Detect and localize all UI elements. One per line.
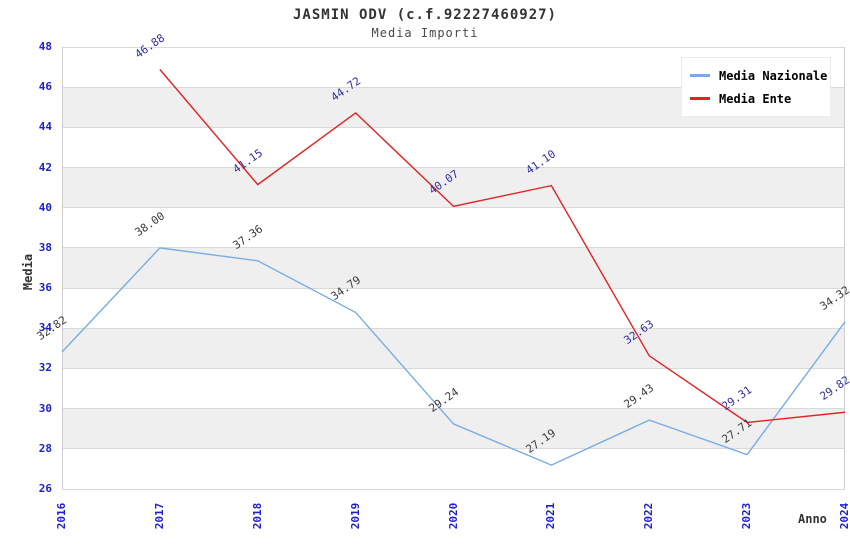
y-tick-label: 26 [38,482,52,495]
x-tick-label: 2020 [446,502,460,530]
legend-swatch-blue-line-icon [690,74,710,77]
background-band [62,127,845,168]
gridline [62,367,845,369]
y-tick-label: 36 [38,281,52,295]
gridline [62,86,845,88]
series-lines [61,69,846,466]
background-band [62,448,845,489]
chart-subtitle: Media Importi [371,26,479,40]
gridline [62,448,845,450]
y-axis-label: Media [21,253,35,291]
legend-item-media-ente: Media Ente [690,87,822,110]
plot-border [844,47,845,489]
y-tick-label: 44 [38,120,52,134]
background-band [62,207,845,248]
x-tick-label: 2018 [250,502,264,530]
y-tick-label: 48 [38,40,52,53]
legend-label: Media Ente [719,91,792,106]
gridline [62,287,845,289]
chart-title: JASMIN ODV (c.f.92227460927) [292,7,557,23]
gridline [62,408,845,410]
y-tick-label: 28 [38,441,52,455]
background-band [62,408,845,449]
background-band [62,328,845,369]
y-tick-label: 38 [38,240,52,254]
x-tick-label: 2022 [642,502,656,530]
gridline [62,46,845,48]
y-tick-label: 40 [38,200,52,214]
background-band [62,247,845,289]
y-tick-label: 42 [38,160,52,174]
y-tick-label: 32 [38,361,52,375]
y-tick-label: 34 [38,321,52,335]
gridline [62,207,845,209]
y-tick-label: 30 [38,401,52,415]
background-band [62,368,845,409]
plot-border [62,47,63,489]
x-tick-label: 2021 [544,502,558,530]
background-band [62,167,845,208]
x-axis-label: Anno [798,512,827,526]
y-tick-label: 46 [38,80,52,94]
background-band [62,288,845,329]
series-line-media-nazionale [61,247,846,466]
gridline [62,167,845,169]
gridline [62,327,845,329]
legend: Media Nazionale Media Ente [681,57,831,117]
gridline [62,126,845,128]
gridline [62,488,845,490]
x-tick-label: 2024 [838,502,850,530]
x-tick-label: 2017 [152,502,166,530]
x-tick-label: 2019 [348,502,362,530]
legend-label: Media Nazionale [719,68,828,83]
legend-item-media-nazionale: Media Nazionale [690,64,827,87]
legend-swatch-red-line-icon [690,97,710,100]
series-line-media-ente [159,69,846,424]
x-tick-label: 2023 [740,502,754,530]
x-tick-label: 2016 [55,502,68,530]
gridline [62,247,845,249]
